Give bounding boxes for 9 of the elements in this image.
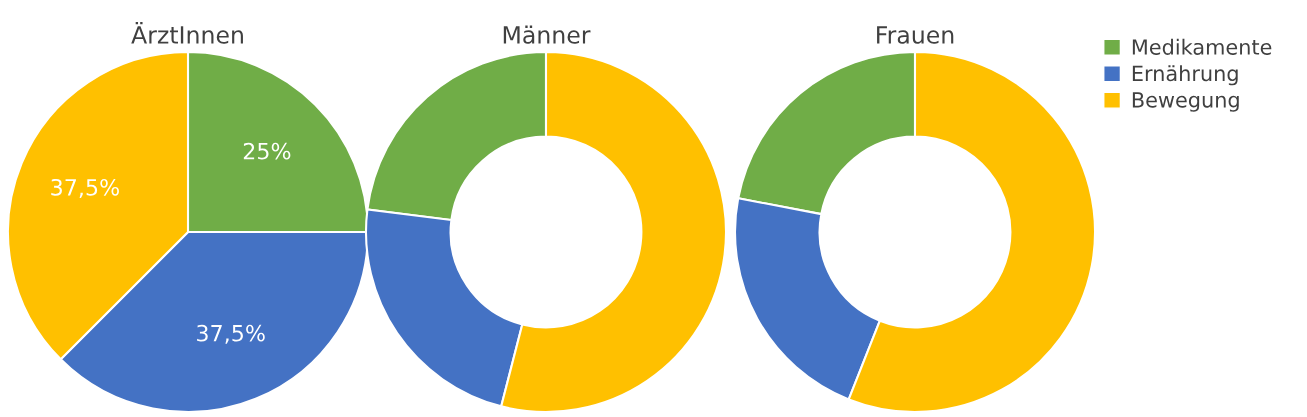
chart-title: Frauen [877,26,954,44]
data-label: 37,5% [197,324,265,344]
data-label: 37,5% [51,178,119,199]
legend-label: Medikamente [1132,38,1272,55]
data-label: 25% [243,142,291,160]
chart-title: ÄrztInnen [131,21,243,44]
legend-label: Bewegung [1132,92,1239,112]
chart-title: Männer [503,25,591,44]
legend-label: Ernährung [1132,65,1238,86]
